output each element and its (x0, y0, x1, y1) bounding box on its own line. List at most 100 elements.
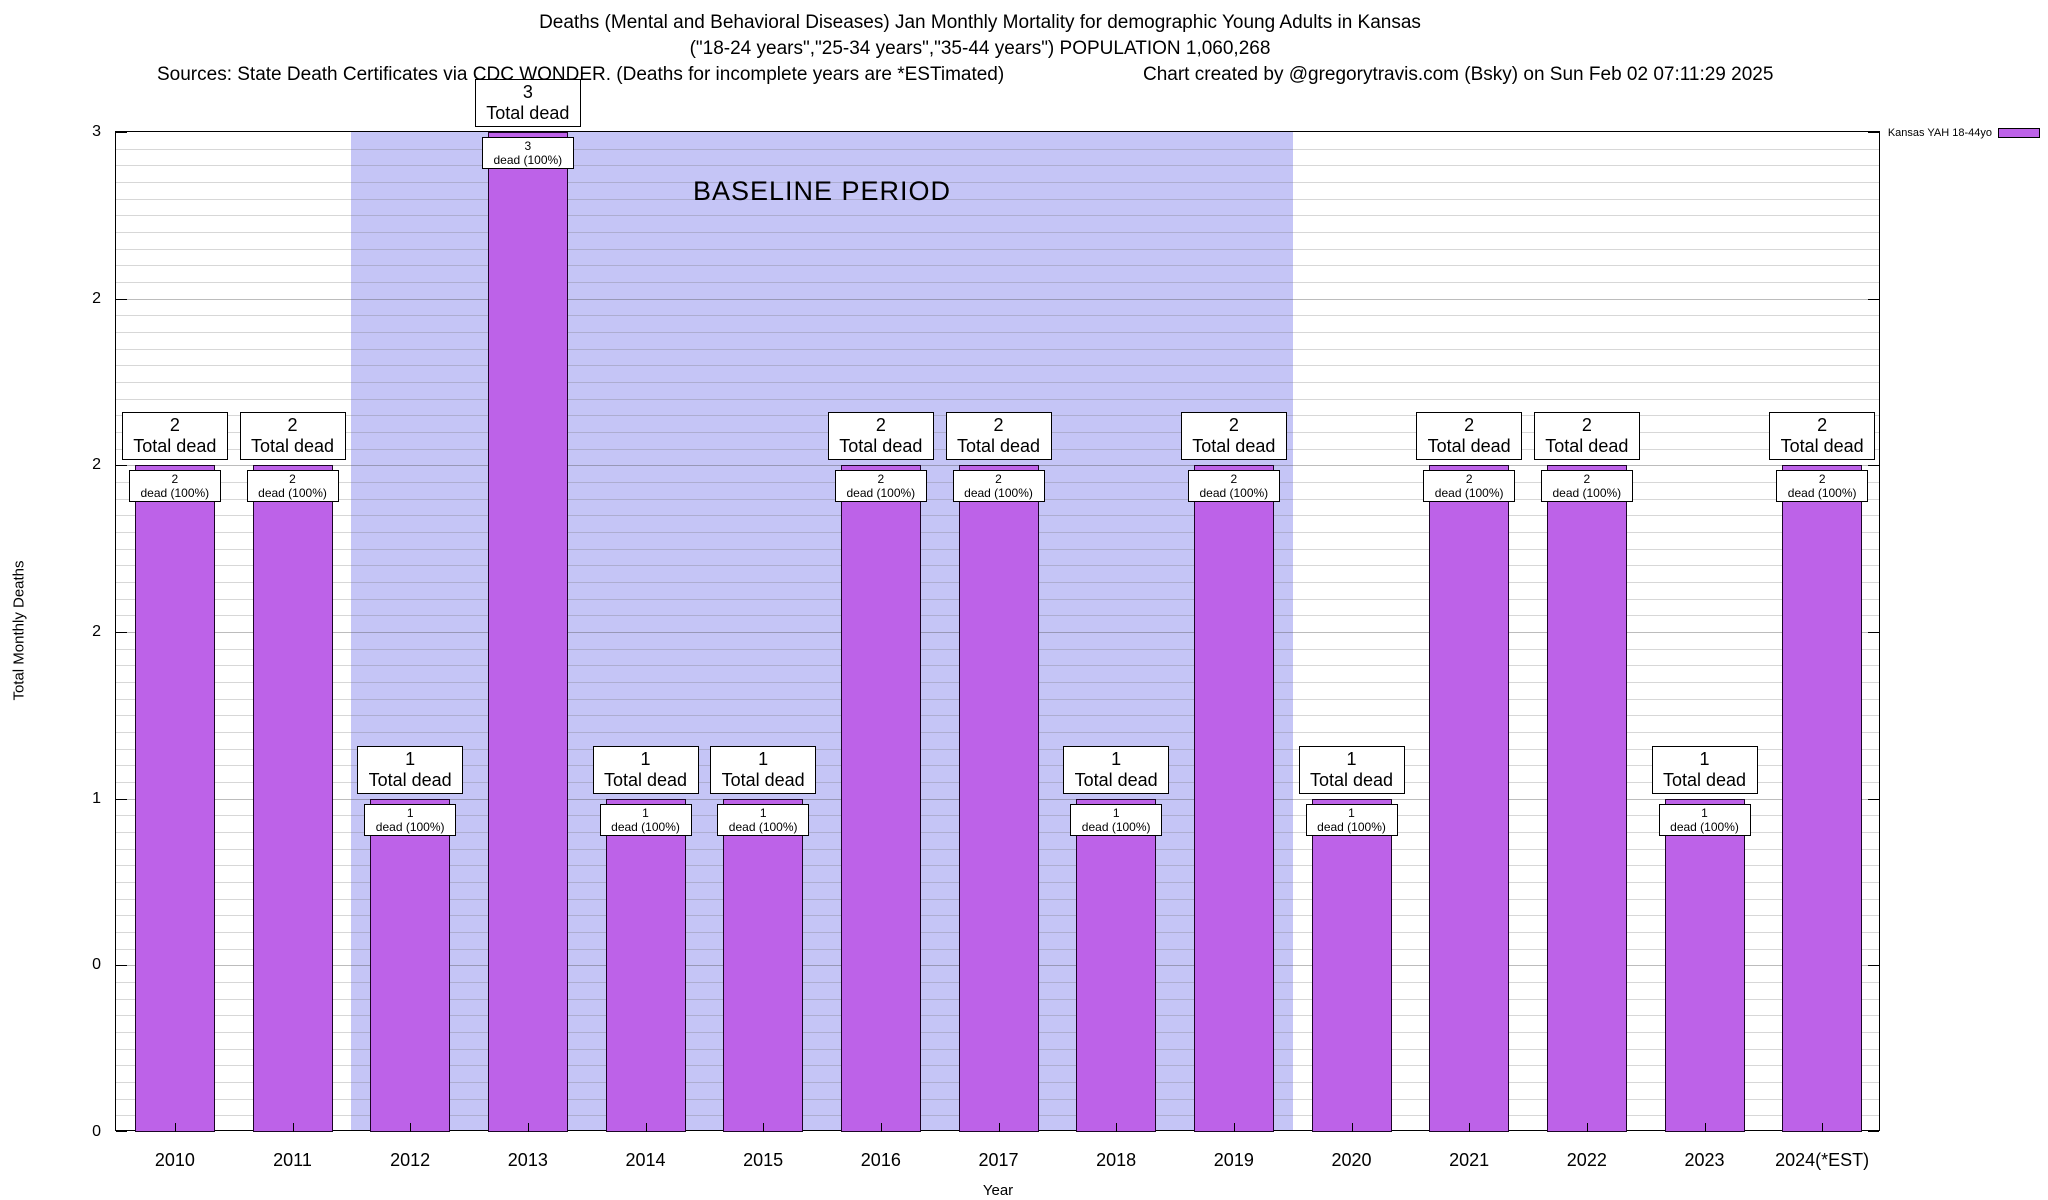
top-label-text: Total dead (1427, 436, 1511, 457)
inner-label-text: dead (100%) (728, 819, 798, 834)
minor-gridline (116, 332, 1879, 333)
x-tick-mark (410, 1123, 412, 1132)
bar-2018 (1076, 798, 1157, 1132)
bar-inner-label: 1 dead (100%) (1305, 803, 1398, 836)
bar-inner-label: 2 dead (100%) (1776, 470, 1869, 503)
x-tick-label-2017: 2017 (978, 1150, 1019, 1170)
bar-2022 (1546, 465, 1627, 1132)
legend-series-label: Kansas YAH 18-44yo (1887, 127, 1992, 139)
x-tick-mark (880, 1123, 882, 1132)
bar-inner-label: 2 dead (100%) (246, 470, 339, 503)
y-tick-label: 2 (92, 289, 101, 307)
x-tick-mark (1822, 1123, 1824, 1132)
inner-label-text: dead (100%) (140, 486, 210, 501)
minor-gridline (116, 365, 1879, 367)
y-tick-mark (116, 298, 127, 300)
y-tick-mark (116, 965, 127, 967)
bar-2020 (1311, 798, 1392, 1132)
bar-top-label: 2 Total dead (827, 412, 934, 461)
bar-2021 (1429, 465, 1510, 1132)
bar-2023 (1664, 798, 1745, 1132)
y-tick-mark (116, 798, 127, 800)
top-label-text: Total dead (1309, 769, 1394, 790)
y-tick-mark (116, 1131, 127, 1132)
y-tick-label: 2 (92, 623, 101, 640)
inner-label-text: dead (100%) (258, 486, 327, 501)
x-tick-label-2023: 2023 (1684, 1150, 1725, 1170)
bar-2024(*EST) (1782, 465, 1863, 1132)
inner-label-text: dead (100%) (846, 486, 916, 501)
x-tick-label-2018: 2018 (1096, 1150, 1137, 1170)
x-tick-mark (1116, 1123, 1118, 1132)
x-tick-mark (1233, 1123, 1235, 1132)
chart-title: Deaths (Mental and Behavioral Diseases) … (539, 12, 1421, 33)
y-tick-mark-right (1868, 632, 1879, 633)
inner-label-text: dead (100%) (1670, 819, 1739, 834)
top-label-text: Total dead (721, 769, 805, 790)
inner-label-text: dead (100%) (1552, 486, 1622, 501)
bar-inner-label: 2 dead (100%) (1187, 470, 1280, 503)
top-label-value: 2 (875, 415, 886, 436)
inner-label-text: dead (100%) (1317, 819, 1386, 834)
bar-top-label: 2 Total dead (1180, 412, 1287, 461)
minor-gridline (116, 248, 1879, 250)
bar-inner-label: 2 dead (100%) (834, 470, 927, 503)
bar-2014 (605, 798, 686, 1132)
bar-inner-label: 2 dead (100%) (128, 470, 221, 503)
y-tick-label: 0 (92, 956, 101, 974)
top-label-value: 2 (1464, 415, 1475, 436)
bar-inner-label: 2 dead (100%) (952, 470, 1045, 503)
bar-top-label: 2 Total dead (945, 412, 1052, 461)
bar-top-label: 1 Total dead (357, 745, 464, 794)
inner-label-value: 2 (995, 472, 1002, 487)
bar-2010 (134, 465, 215, 1132)
minor-gridline (116, 232, 1879, 233)
x-tick-mark (174, 1123, 176, 1132)
inner-label-value: 2 (171, 472, 179, 487)
x-tick-label-2019: 2019 (1213, 1150, 1254, 1170)
top-label-value: 2 (1581, 415, 1592, 436)
y-tick-mark-right (1868, 965, 1879, 967)
inner-label-text: dead (100%) (1434, 486, 1504, 501)
bar-top-label: 1 Total dead (592, 745, 699, 794)
y-tick-label: 3 (92, 123, 101, 140)
baseline-period-label: BASELINE PERIOD (692, 176, 952, 206)
x-axis-title: Year (982, 1182, 1014, 1199)
y-axis-title: Total Monthly Deaths (10, 560, 28, 701)
bar-inner-label: 1 dead (100%) (364, 803, 457, 836)
bar-top-label: 2 Total dead (1533, 412, 1640, 461)
inner-label-value: 1 (406, 805, 414, 820)
y-tick-mark-right (1868, 465, 1879, 467)
bar-2011 (252, 465, 333, 1132)
x-tick-label-2021: 2021 (1449, 1150, 1490, 1170)
y-tick-label: 0 (92, 1123, 101, 1140)
y-tick-mark-right (1868, 298, 1879, 300)
inner-label-value: 1 (759, 805, 767, 820)
y-tick-label: 2 (92, 456, 101, 474)
bar-inner-label: 1 dead (100%) (1658, 803, 1751, 836)
x-tick-label-2016: 2016 (860, 1150, 901, 1170)
top-label-text: Total dead (839, 436, 923, 457)
minor-gridline (116, 348, 1879, 350)
top-label-value: 2 (169, 415, 180, 436)
x-tick-label-2014: 2014 (625, 1150, 666, 1170)
bar-2015 (723, 798, 804, 1132)
x-tick-label-2010: 2010 (154, 1150, 195, 1170)
minor-gridline (116, 282, 1879, 283)
y-tick-mark-right (1868, 798, 1879, 800)
bar-2019 (1193, 465, 1274, 1132)
inner-label-text: dead (100%) (611, 819, 680, 834)
inner-label-text: dead (100%) (1081, 819, 1151, 834)
minor-gridline (116, 265, 1879, 267)
x-tick-mark (527, 1123, 529, 1132)
x-tick-mark (292, 1123, 294, 1132)
x-tick-label-2022: 2022 (1566, 1150, 1607, 1170)
inner-label-value: 1 (642, 805, 649, 820)
legend: Kansas YAH 18-44yo (1888, 127, 2040, 139)
top-label-value: 1 (758, 748, 769, 769)
minor-gridline (116, 198, 1879, 200)
inner-label-value: 2 (1465, 472, 1473, 487)
chart-sources: Sources: State Death Certificates via CD… (157, 64, 1005, 85)
inner-label-text: dead (100%) (493, 153, 563, 167)
